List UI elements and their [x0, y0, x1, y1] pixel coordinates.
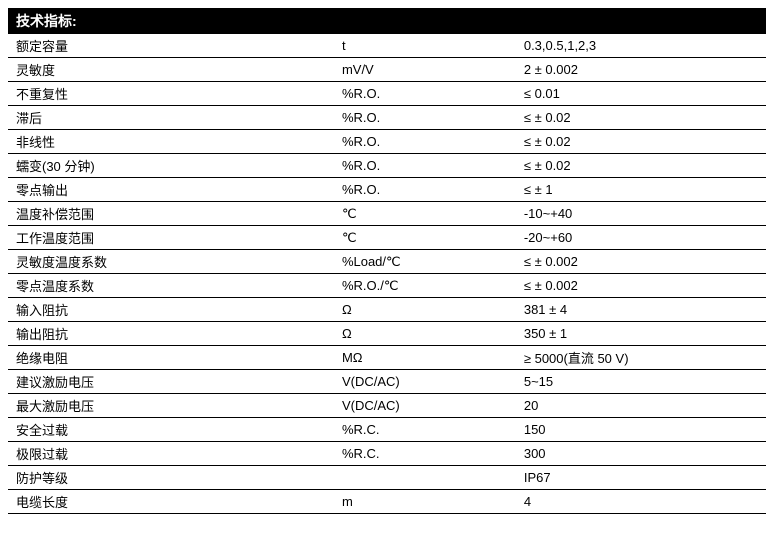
spec-name-cell: 绝缘电阻 [8, 346, 334, 370]
table-row: 建议激励电压V(DC/AC)5~15 [8, 370, 766, 394]
table-row: 零点温度系数%R.O./℃≤ ± 0.002 [8, 274, 766, 298]
spec-unit-cell: %R.C. [334, 418, 516, 442]
spec-unit-cell: ℃ [334, 226, 516, 250]
spec-unit-cell: %R.O./℃ [334, 274, 516, 298]
table-row: 极限过载%R.C.300 [8, 442, 766, 466]
spec-name-cell: 灵敏度 [8, 58, 334, 82]
spec-value-cell: 0.3,0.5,1,2,3 [516, 34, 766, 58]
table-row: 输出阻抗Ω350 ± 1 [8, 322, 766, 346]
spec-name-cell: 极限过载 [8, 442, 334, 466]
spec-unit-cell: Ω [334, 298, 516, 322]
spec-table: 技术指标: 额定容量t0.3,0.5,1,2,3灵敏度mV/V2 ± 0.002… [8, 8, 766, 514]
table-row: 不重复性%R.O.≤ 0.01 [8, 82, 766, 106]
spec-value-cell: ≤ ± 1 [516, 178, 766, 202]
spec-name-cell: 不重复性 [8, 82, 334, 106]
table-body: 额定容量t0.3,0.5,1,2,3灵敏度mV/V2 ± 0.002不重复性%R… [8, 34, 766, 514]
table-row: 滞后%R.O.≤ ± 0.02 [8, 106, 766, 130]
table-row: 灵敏度温度系数%Load/℃≤ ± 0.002 [8, 250, 766, 274]
spec-value-cell: 5~15 [516, 370, 766, 394]
spec-name-cell: 建议激励电压 [8, 370, 334, 394]
table-row: 蠕变(30 分钟)%R.O.≤ ± 0.02 [8, 154, 766, 178]
spec-unit-cell: %R.O. [334, 178, 516, 202]
spec-name-cell: 零点温度系数 [8, 274, 334, 298]
spec-unit-cell: MΩ [334, 346, 516, 370]
spec-unit-cell: %R.O. [334, 154, 516, 178]
spec-value-cell: 2 ± 0.002 [516, 58, 766, 82]
table-row: 非线性%R.O.≤ ± 0.02 [8, 130, 766, 154]
table-header-row: 技术指标: [8, 8, 766, 34]
table-row: 绝缘电阻MΩ≥ 5000(直流 50 V) [8, 346, 766, 370]
spec-value-cell: ≤ ± 0.02 [516, 130, 766, 154]
spec-unit-cell [334, 466, 516, 490]
spec-value-cell: ≤ 0.01 [516, 82, 766, 106]
spec-name-cell: 额定容量 [8, 34, 334, 58]
table-row: 额定容量t0.3,0.5,1,2,3 [8, 34, 766, 58]
table-row: 工作温度范围℃-20~+60 [8, 226, 766, 250]
spec-name-cell: 防护等级 [8, 466, 334, 490]
spec-value-cell: ≤ ± 0.002 [516, 274, 766, 298]
table-row: 温度补偿范围℃-10~+40 [8, 202, 766, 226]
spec-value-cell: 150 [516, 418, 766, 442]
table-header-title: 技术指标: [8, 8, 766, 34]
spec-name-cell: 灵敏度温度系数 [8, 250, 334, 274]
spec-unit-cell: V(DC/AC) [334, 394, 516, 418]
table-row: 防护等级 IP67 [8, 466, 766, 490]
spec-unit-cell: %R.C. [334, 442, 516, 466]
spec-name-cell: 安全过载 [8, 418, 334, 442]
spec-unit-cell: V(DC/AC) [334, 370, 516, 394]
spec-value-cell: -10~+40 [516, 202, 766, 226]
spec-name-cell: 零点输出 [8, 178, 334, 202]
spec-unit-cell: Ω [334, 322, 516, 346]
spec-name-cell: 输出阻抗 [8, 322, 334, 346]
spec-unit-cell: %R.O. [334, 130, 516, 154]
spec-unit-cell: %Load/℃ [334, 250, 516, 274]
spec-name-cell: 最大激励电压 [8, 394, 334, 418]
spec-unit-cell: ℃ [334, 202, 516, 226]
spec-value-cell: -20~+60 [516, 226, 766, 250]
spec-name-cell: 滞后 [8, 106, 334, 130]
spec-value-cell: 300 [516, 442, 766, 466]
spec-value-cell: 20 [516, 394, 766, 418]
spec-value-cell: 381 ± 4 [516, 298, 766, 322]
spec-unit-cell: t [334, 34, 516, 58]
table-row: 零点输出%R.O.≤ ± 1 [8, 178, 766, 202]
spec-name-cell: 电缆长度 [8, 490, 334, 514]
spec-name-cell: 输入阻抗 [8, 298, 334, 322]
spec-value-cell: 350 ± 1 [516, 322, 766, 346]
spec-unit-cell: %R.O. [334, 106, 516, 130]
spec-name-cell: 工作温度范围 [8, 226, 334, 250]
spec-value-cell: ≤ ± 0.02 [516, 154, 766, 178]
spec-name-cell: 蠕变(30 分钟) [8, 154, 334, 178]
spec-value-cell: ≤ ± 0.02 [516, 106, 766, 130]
table-row: 输入阻抗Ω381 ± 4 [8, 298, 766, 322]
table-row: 安全过载%R.C.150 [8, 418, 766, 442]
table-row: 电缆长度m4 [8, 490, 766, 514]
spec-value-cell: ≤ ± 0.002 [516, 250, 766, 274]
spec-value-cell: ≥ 5000(直流 50 V) [516, 346, 766, 370]
table-row: 灵敏度mV/V2 ± 0.002 [8, 58, 766, 82]
spec-value-cell: IP67 [516, 466, 766, 490]
table-row: 最大激励电压V(DC/AC)20 [8, 394, 766, 418]
spec-value-cell: 4 [516, 490, 766, 514]
spec-name-cell: 非线性 [8, 130, 334, 154]
spec-unit-cell: mV/V [334, 58, 516, 82]
spec-name-cell: 温度补偿范围 [8, 202, 334, 226]
spec-unit-cell: %R.O. [334, 82, 516, 106]
spec-unit-cell: m [334, 490, 516, 514]
